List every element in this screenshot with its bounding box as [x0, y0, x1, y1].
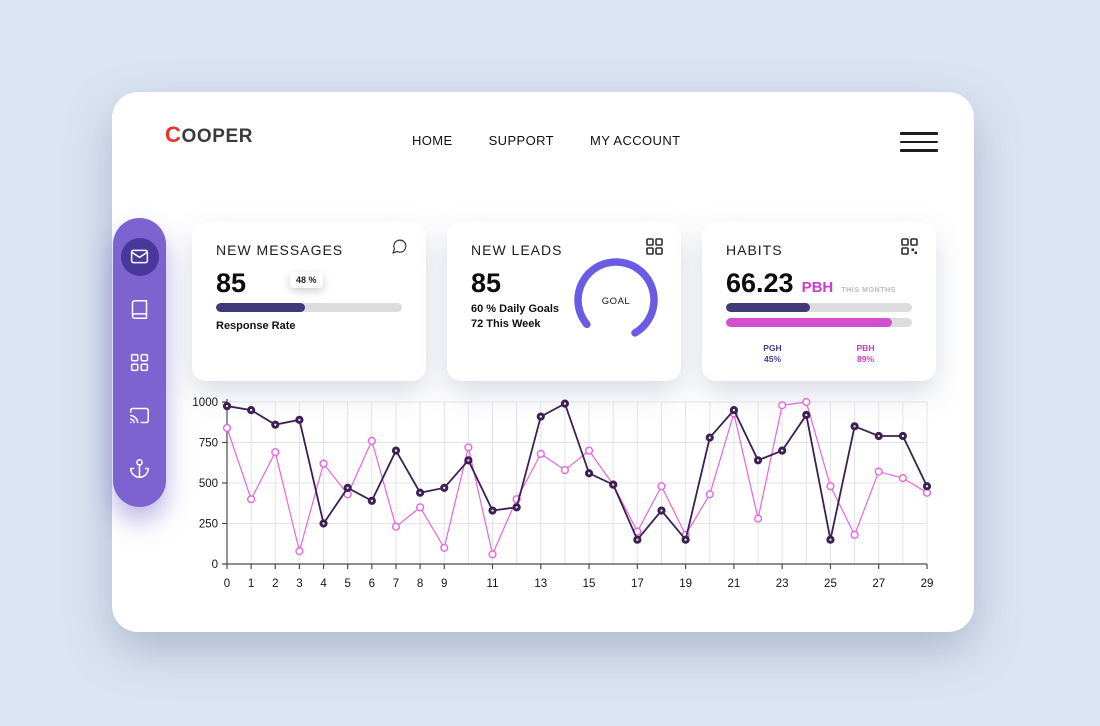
mail-icon [130, 249, 149, 264]
svg-text:19: 19 [679, 578, 692, 590]
sidebar-item-apps[interactable] [121, 344, 159, 382]
svg-text:750: 750 [199, 438, 218, 450]
leads-count: 85 [471, 268, 502, 298]
svg-text:2: 2 [272, 578, 278, 590]
svg-text:4: 4 [320, 578, 327, 590]
habits-period: THIS MONTHS [841, 287, 897, 294]
brand-logo: COOPER [165, 122, 253, 148]
response-rate-progressbar [216, 303, 402, 312]
sidebar-item-cast[interactable] [121, 397, 159, 435]
svg-text:27: 27 [872, 578, 885, 590]
grid-icon [646, 238, 663, 260]
sidebar-item-book[interactable] [121, 291, 159, 329]
dashboard-window: COOPER HOME SUPPORT MY ACCOUNT [112, 92, 974, 632]
sidebar-item-anchor[interactable] [121, 450, 159, 488]
nav-item-my-account[interactable]: MY ACCOUNT [590, 133, 681, 148]
pbh-label: PBH 89% [856, 343, 875, 365]
chat-bubble-icon [391, 238, 408, 260]
svg-text:250: 250 [199, 519, 218, 531]
cast-icon [130, 407, 149, 424]
trend-chart-container: 0 250 500 750 1000 0 1 2 3 4 5 6 7 8 9 11 13 15 17 19 21 23 25… [182, 394, 957, 614]
hamburger-menu-icon[interactable] [900, 132, 938, 158]
svg-text:23: 23 [776, 578, 789, 590]
progress-tooltip: 48 % [290, 272, 323, 288]
pgh-label: PGH 45% [763, 343, 782, 365]
daily-goals-text: 60 % Daily Goals [471, 303, 560, 315]
sidebar-item-mail[interactable] [120, 237, 159, 276]
gauge-label: GOAL [602, 296, 630, 307]
grid-icon [130, 353, 149, 372]
card-title: NEW MESSAGES [216, 242, 344, 258]
anchor-icon [130, 459, 149, 478]
habits-unit: PBH [801, 279, 834, 296]
card-new-messages: NEW MESSAGES 85 48 % Response Rate [192, 222, 426, 381]
nav-item-home[interactable]: HOME [412, 133, 453, 148]
svg-text:9: 9 [441, 578, 447, 590]
logo-rest: OOPER [181, 126, 254, 147]
svg-text:6: 6 [369, 578, 375, 590]
qr-grid-icon [901, 238, 918, 260]
svg-text:5: 5 [344, 578, 350, 590]
card-habits: HABITS 66.23 PBH THIS MONTHS PGH 45% PBH… [702, 222, 936, 381]
svg-text:0: 0 [212, 559, 218, 571]
svg-text:1000: 1000 [192, 397, 218, 409]
pgh-fill [726, 303, 810, 312]
pbh-fill [726, 318, 892, 327]
sidebar [113, 218, 166, 507]
messages-count: 85 [216, 268, 247, 298]
nav-item-support[interactable]: SUPPORT [488, 133, 555, 148]
habits-value-row: 66.23 PBH THIS MONTHS [726, 268, 912, 299]
svg-text:7: 7 [393, 578, 399, 590]
card-title: HABITS [726, 242, 783, 258]
svg-text:0: 0 [224, 578, 230, 590]
svg-text:21: 21 [727, 578, 740, 590]
card-new-leads: NEW LEADS 85 60 % Daily Goals 72 This We… [447, 222, 681, 381]
habit-labels: PGH 45% PBH 89% [726, 343, 912, 366]
response-rate-label: Response Rate [216, 320, 296, 332]
habits-value: 66.23 [726, 268, 794, 298]
main-nav: HOME SUPPORT MY ACCOUNT [412, 133, 680, 148]
pgh-progressbar [726, 303, 912, 312]
logo-letter-c: C [165, 122, 182, 147]
svg-text:17: 17 [631, 578, 644, 590]
this-week-text: 72 This Week [471, 317, 541, 330]
svg-text:13: 13 [534, 578, 547, 590]
card-title: NEW LEADS [471, 242, 563, 258]
svg-text:1: 1 [248, 578, 254, 590]
svg-text:29: 29 [921, 578, 934, 590]
pbh-progressbar [726, 318, 912, 327]
svg-text:11: 11 [487, 578, 499, 590]
svg-text:3: 3 [296, 578, 302, 590]
svg-text:25: 25 [824, 578, 837, 590]
svg-text:500: 500 [199, 478, 218, 490]
goal-gauge: GOAL [574, 258, 658, 337]
response-rate-fill [216, 303, 306, 312]
svg-text:8: 8 [417, 578, 423, 590]
book-icon [131, 300, 148, 319]
svg-text:15: 15 [583, 578, 596, 590]
leads-goal-lines: 60 % Daily Goals 72 This Week [471, 302, 559, 332]
